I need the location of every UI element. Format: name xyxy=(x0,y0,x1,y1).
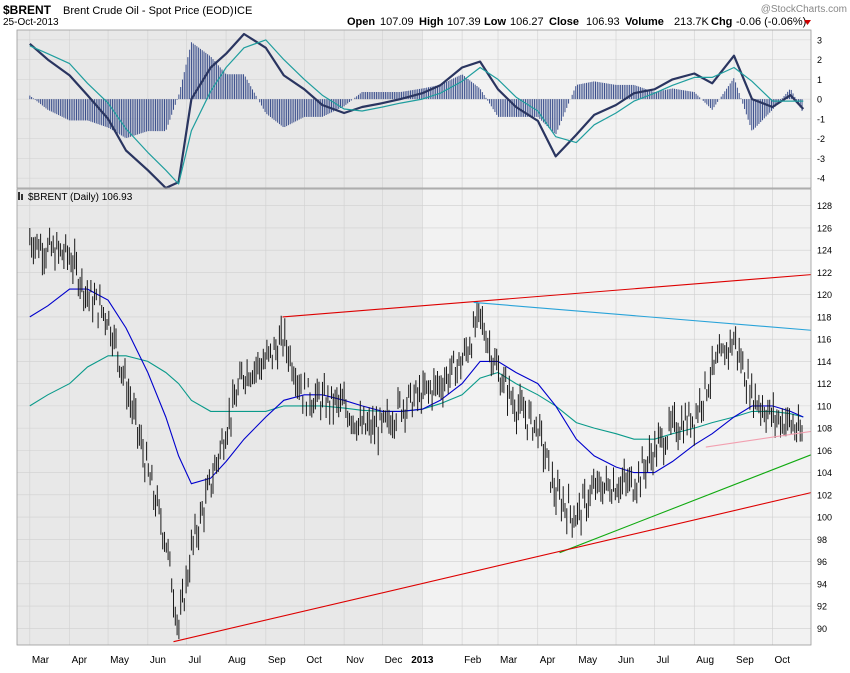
indicator-tick-label: 1 xyxy=(817,75,822,85)
price-bars xyxy=(29,227,803,640)
symbol-label: $BRENT xyxy=(3,3,52,17)
price-tick-label: 124 xyxy=(817,246,832,256)
x-tick-label: Mar xyxy=(32,655,50,666)
chg-value: -0.06 (-0.06%) xyxy=(736,16,806,28)
price-tick-label: 122 xyxy=(817,268,832,278)
x-tick-label: Apr xyxy=(540,655,556,666)
high-value: 107.39 xyxy=(447,16,481,28)
moving-average-short xyxy=(29,288,804,485)
bar-chart-icon-part xyxy=(21,194,23,200)
price-tick-label: 100 xyxy=(817,513,832,523)
price-tick-label: 102 xyxy=(817,490,832,500)
price-tick-label: 104 xyxy=(817,468,832,478)
indicator-tick-label: -4 xyxy=(817,174,825,184)
indicator-tick-label: 2 xyxy=(817,55,822,65)
watermark: @StockCharts.com xyxy=(761,4,847,15)
x-tick-label: Mar xyxy=(500,655,518,666)
x-tick-label: Feb xyxy=(464,655,482,666)
indicator-tick-label: -3 xyxy=(817,154,825,164)
indicator-tick-label: 0 xyxy=(817,95,822,105)
x-tick-label: Nov xyxy=(346,655,364,666)
x-tick-label: Jun xyxy=(618,655,634,666)
volume-value: 213.7K xyxy=(674,16,710,28)
indicator-tick-label: -2 xyxy=(817,134,825,144)
price-tick-label: 118 xyxy=(817,312,831,322)
trendline-pink xyxy=(705,430,812,448)
x-tick-label: Sep xyxy=(268,655,286,666)
price-tick-label: 126 xyxy=(817,223,832,233)
bar-chart-icon xyxy=(18,192,20,200)
x-tick-label: Aug xyxy=(228,655,246,666)
price-tick-label: 116 xyxy=(817,335,831,345)
x-tick-label: May xyxy=(578,655,597,666)
x-tick-label: Jul xyxy=(657,655,670,666)
indicator-2012-shade xyxy=(17,30,423,188)
date-label: 25-Oct-2013 xyxy=(3,17,59,28)
price-tick-label: 128 xyxy=(817,201,832,211)
x-tick-label: Oct xyxy=(306,655,322,666)
price-panel: 128 126 124 122 120 118 116 114 112 110 108 106 104 1… xyxy=(16,188,832,666)
x-tick-label: Jun xyxy=(150,655,166,666)
x-tick-label: Dec xyxy=(385,655,403,666)
price-tick-label: 108 xyxy=(817,424,832,434)
quote-bar: Open 107.09 High 107.39 Low 106.27 Close… xyxy=(347,16,811,28)
trendline-green xyxy=(559,454,812,554)
price-panel-title: $BRENT (Daily) 106.93 xyxy=(28,192,133,203)
indicator-tick-label: 3 xyxy=(817,35,822,45)
price-tick-label: 106 xyxy=(817,446,832,456)
x-tick-label: May xyxy=(110,655,129,666)
chg-label: Chg xyxy=(711,16,732,28)
exchange-label: ICE xyxy=(234,5,252,17)
price-tick-label: 98 xyxy=(817,535,827,545)
low-value: 106.27 xyxy=(510,16,544,28)
price-2012-shade xyxy=(17,189,423,645)
indicator-frame xyxy=(16,29,812,189)
close-label: Close xyxy=(549,16,579,28)
price-tick-label: 90 xyxy=(817,624,827,634)
down-arrow-icon xyxy=(804,20,811,25)
price-tick-label: 114 xyxy=(817,357,831,367)
price-tick-label: 120 xyxy=(817,290,832,300)
indicator-line xyxy=(29,32,805,190)
indicator-panel: 3 2 1 0 -1 -2 -3 -4 xyxy=(16,29,825,190)
indicator-signal-line xyxy=(29,39,804,185)
open-label: Open xyxy=(347,16,375,28)
low-label: Low xyxy=(484,16,506,28)
x-tick-label: Oct xyxy=(775,655,791,666)
x-tick-label: 2013 xyxy=(411,655,434,666)
x-tick-label: Jul xyxy=(188,655,201,666)
instrument-name: Brent Crude Oil - Spot Price (EOD) xyxy=(63,5,234,17)
trendline-red xyxy=(282,274,812,318)
close-value: 106.93 xyxy=(586,16,620,28)
trendline-red xyxy=(173,492,812,643)
open-value: 107.09 xyxy=(380,16,414,28)
x-tick-label: Sep xyxy=(736,655,754,666)
price-tick-label: 94 xyxy=(817,579,827,589)
price-tick-label: 112 xyxy=(817,379,831,389)
price-tick-label: 92 xyxy=(817,602,827,612)
x-tick-label: Apr xyxy=(72,655,88,666)
trendline-blue xyxy=(473,301,812,331)
indicator-tick-label: -1 xyxy=(817,114,825,124)
price-tick-label: 110 xyxy=(817,401,831,411)
x-tick-label: Aug xyxy=(696,655,714,666)
volume-label: Volume xyxy=(625,16,664,28)
high-label: High xyxy=(419,16,444,28)
price-tick-label: 96 xyxy=(817,557,827,567)
price-frame xyxy=(16,188,812,646)
